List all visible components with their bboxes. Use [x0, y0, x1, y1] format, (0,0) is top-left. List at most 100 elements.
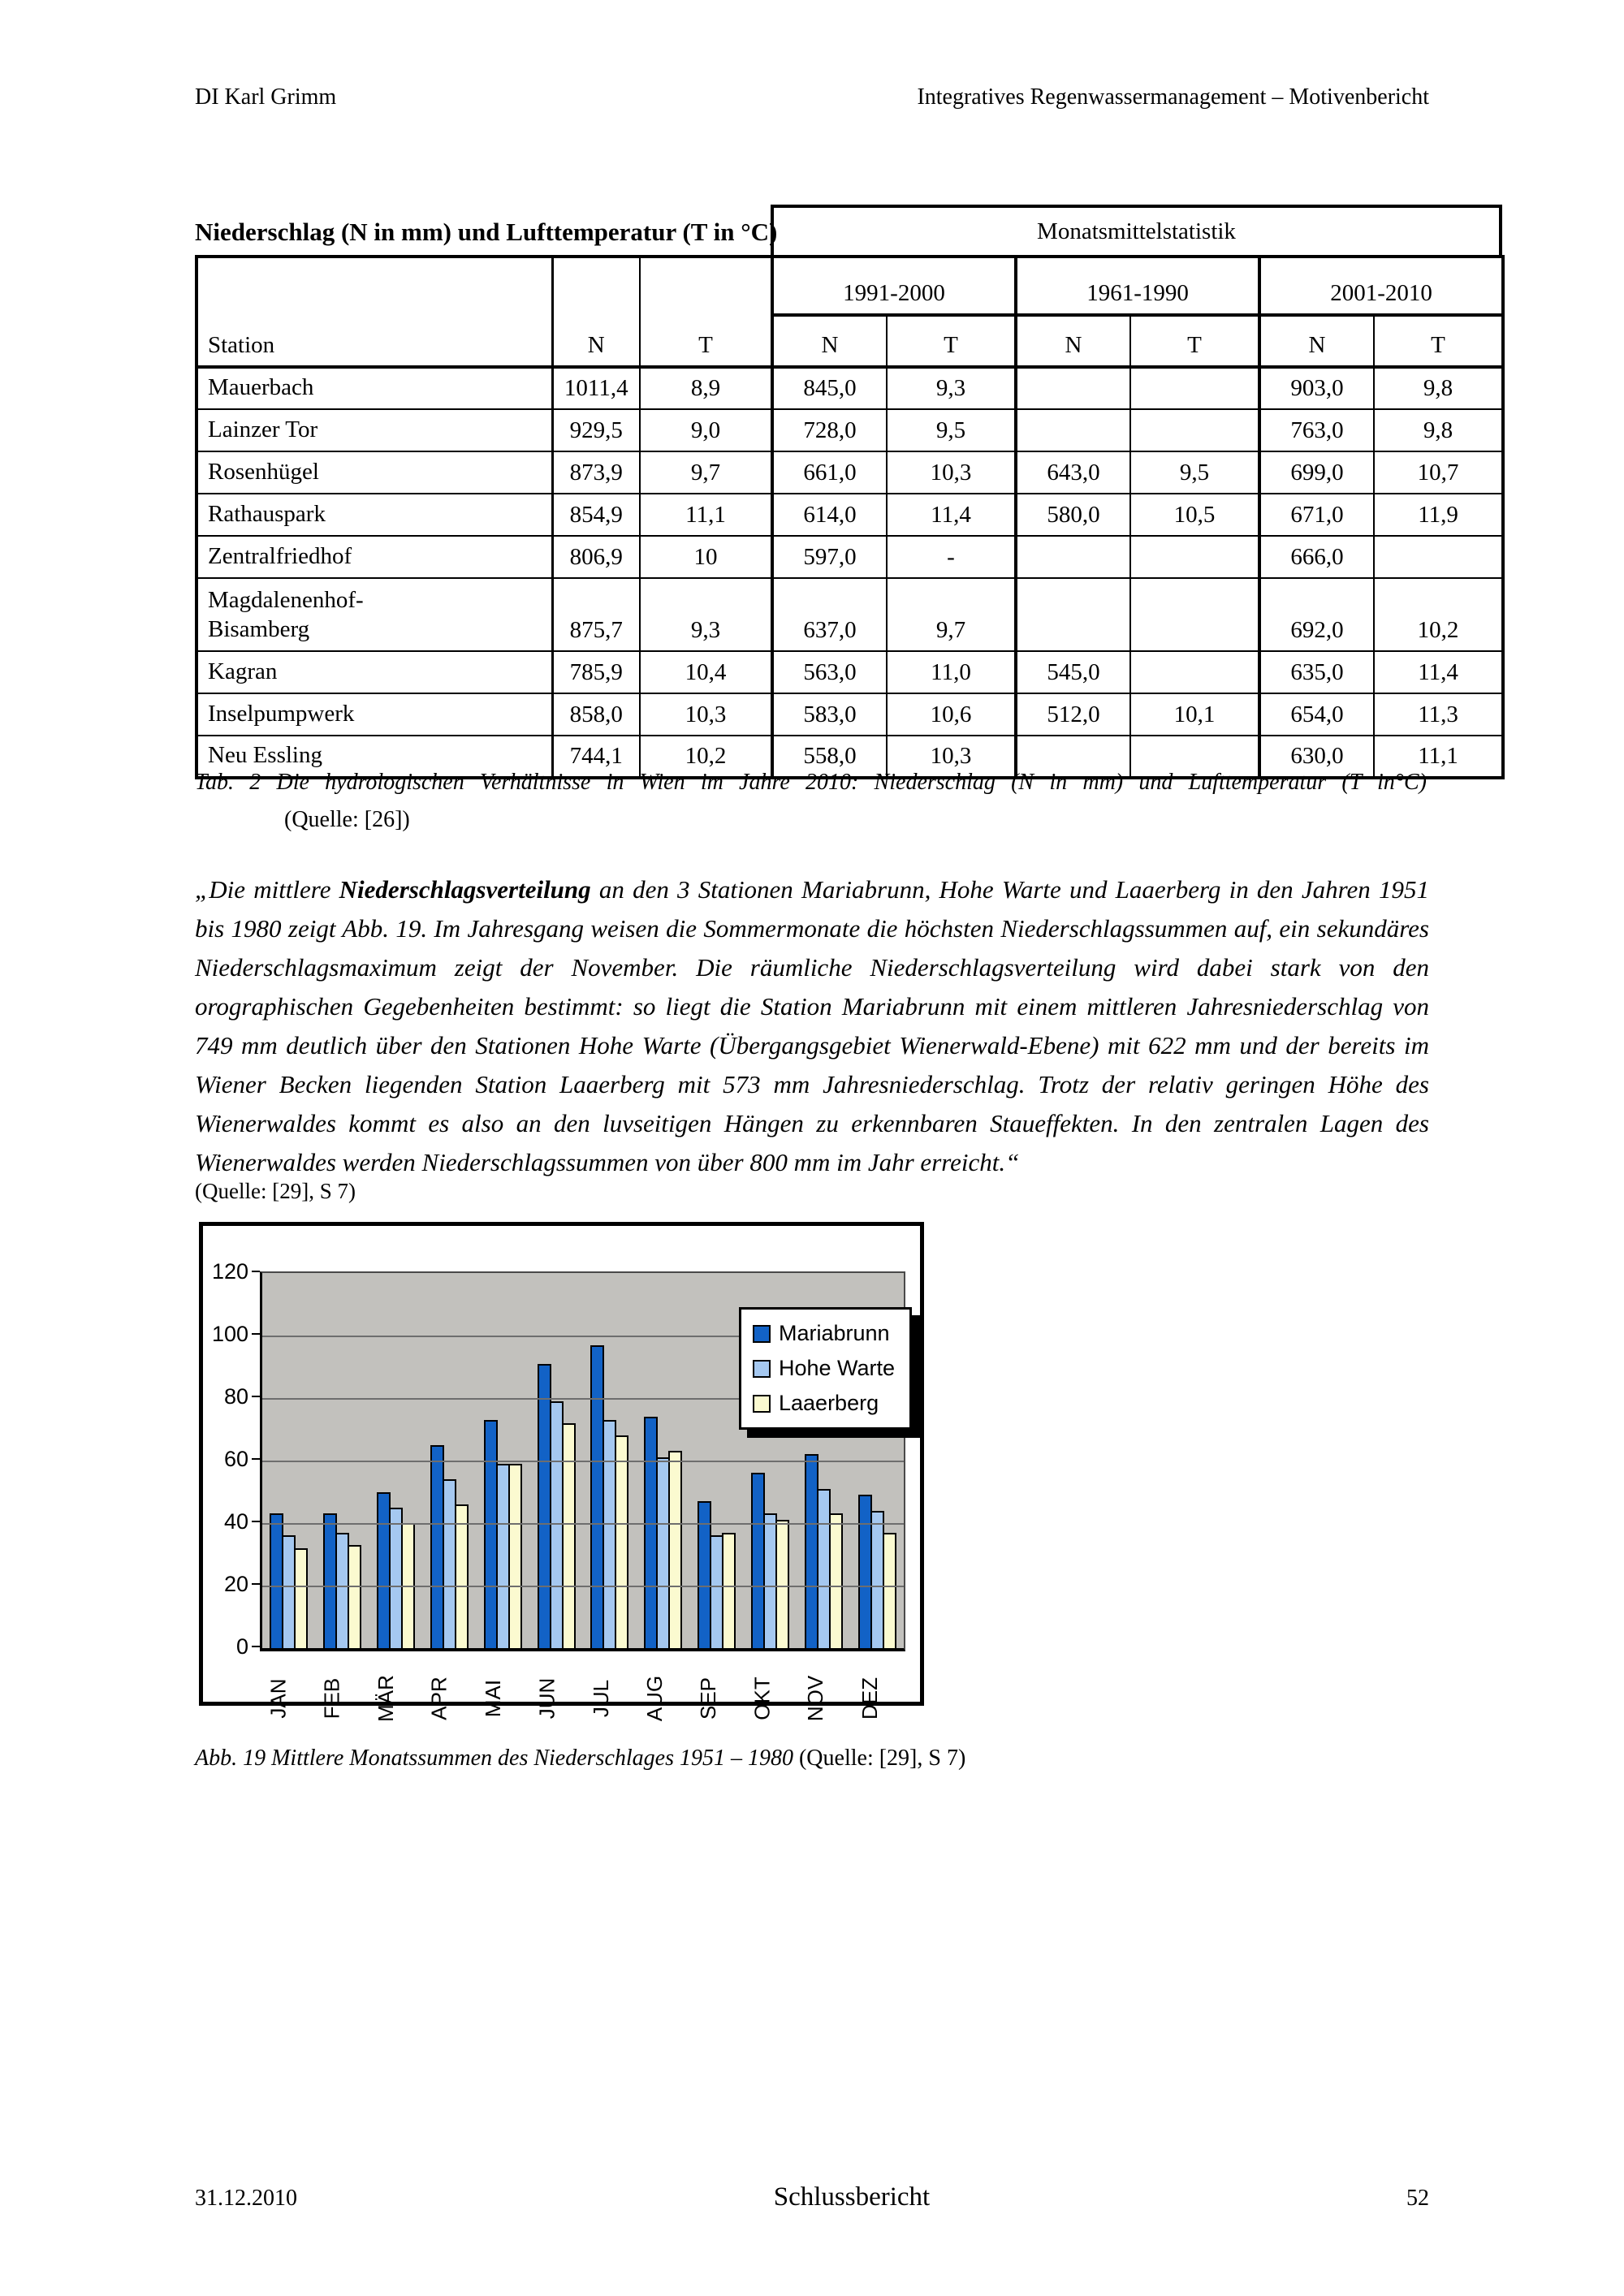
header-report-title: Integratives Regenwassermanagement – Mot… [917, 84, 1429, 110]
bar-group-APR [422, 1273, 476, 1648]
value-cell: 10,3 [885, 451, 1017, 494]
value-cell: 661,0 [771, 451, 888, 494]
legend-swatch [753, 1324, 771, 1343]
table-row: Lainzer Tor 929,5 9,0 728,0 9,5 763,0 9,8 [196, 408, 1505, 452]
bar-Laaerberg [668, 1451, 683, 1648]
x-axis-label: OKT [749, 1677, 775, 1720]
value-cell: 11,4 [885, 493, 1017, 537]
legend-entry: Laaerberg [753, 1391, 895, 1416]
value-cell: 9,3 [885, 366, 1017, 410]
value-cell: 9,8 [1373, 366, 1505, 410]
bar-Laaerberg [454, 1504, 469, 1648]
value-cell [1129, 366, 1261, 410]
value-cell: 858,0 [551, 693, 641, 736]
x-axis-label: SEP [696, 1677, 721, 1720]
value-cell: 9,8 [1373, 408, 1505, 452]
bar-group-JUL [583, 1273, 637, 1648]
value-cell: 9,3 [639, 577, 773, 652]
value-cell: 929,5 [551, 408, 641, 452]
value-cell: 9,0 [639, 408, 773, 452]
value-cell [1373, 535, 1505, 579]
value-cell: 785,9 [551, 650, 641, 694]
value-cell [1014, 577, 1132, 652]
legend-swatch [753, 1394, 771, 1413]
table-row: Magdalenenhof- Bisamberg 875,7 9,3 637,0 9,7… [196, 577, 1505, 652]
value-cell [1129, 408, 1261, 452]
subheader-t: T [1129, 314, 1261, 369]
value-cell: 545,0 [1014, 650, 1132, 694]
legend-label: Laaerberg [779, 1391, 879, 1415]
value-cell: 10,3 [639, 693, 773, 736]
x-axis-label: APR [426, 1677, 451, 1720]
station-cell: Kagran [196, 650, 554, 694]
figure-caption-source: (Quelle: [29], S 7) [798, 1746, 966, 1771]
value-cell: 9,5 [1129, 451, 1261, 494]
table-row: Zentralfriedhof 806,9 10 597,0- 666,0 [196, 535, 1505, 579]
y-axis-tick-label: 60 [223, 1447, 248, 1471]
gridline [262, 1397, 904, 1400]
y-axis-tick [252, 1458, 260, 1460]
group-header-1991-2000: 1991-2000 [770, 256, 1017, 317]
value-cell: 643,0 [1014, 451, 1132, 494]
page-footer: 31.12.2010 Schlussbericht 52 [195, 2182, 1429, 2212]
y-axis-tick [252, 1521, 260, 1522]
value-cell [1014, 535, 1132, 579]
table-top-header-spacer [195, 205, 771, 255]
value-cell: 9,5 [885, 408, 1017, 452]
value-cell: 11,1 [639, 493, 773, 537]
bar-Laaerberg [882, 1532, 896, 1648]
x-axis-label: MÄR [373, 1675, 398, 1722]
bar-Laaerberg [348, 1544, 362, 1648]
column-header-t: T [639, 256, 773, 369]
bar-Laaerberg [561, 1422, 576, 1648]
x-axis-label: NOV [803, 1675, 828, 1722]
value-cell: 671,0 [1258, 493, 1376, 537]
value-cell [1014, 735, 1132, 779]
data-table-block: Monatsmittelstatistik Station N T 1991-2… [195, 205, 1505, 779]
value-cell: 10,3 [885, 735, 1017, 779]
chart-legend: Mariabrunn Hohe Warte Laaerberg [739, 1307, 913, 1430]
gridline [262, 1586, 904, 1587]
table-row: Kagran 785,9 10,4 563,0 11,0 545,0 635,0 11,4 [196, 650, 1505, 694]
group-header-1961-1990: 1961-1990 [1014, 256, 1261, 317]
value-cell: 580,0 [1014, 493, 1132, 537]
station-cell: Rosenhügel [196, 451, 554, 494]
value-cell: 10,6 [885, 693, 1017, 736]
value-cell [1129, 735, 1261, 779]
value-cell: 806,9 [551, 535, 641, 579]
bar-group-JAN [262, 1273, 316, 1648]
value-cell: 11,4 [1373, 650, 1505, 694]
y-axis-tick-label: 100 [211, 1322, 248, 1346]
gridline [262, 1522, 904, 1525]
value-cell: 763,0 [1258, 408, 1376, 452]
bar-group-FEB [316, 1273, 369, 1648]
x-axis-label: JUL [588, 1679, 613, 1718]
value-cell: 9,7 [885, 577, 1017, 652]
y-axis-tick [252, 1583, 260, 1585]
paragraph-bold-term: Niederschlagsverteilung [339, 875, 591, 904]
section-title: Niederschlag (N in mm) und Lufttemperatu… [195, 218, 778, 246]
value-cell: 597,0 [771, 535, 888, 579]
station-cell: Neu Essling [196, 735, 554, 779]
value-cell: 666,0 [1258, 535, 1376, 579]
precipitation-temperature-table: Station N T 1991-2000 1961-1990 2001-201… [195, 255, 1505, 779]
page-header: DI Karl Grimm Integratives Regenwasserma… [195, 84, 1429, 110]
y-axis-tick-label: 80 [223, 1384, 248, 1409]
bar-Laaerberg [615, 1435, 629, 1648]
value-cell: 614,0 [771, 493, 888, 537]
y-axis-tick-label: 0 [235, 1634, 248, 1659]
station-cell: Inselpumpwerk [196, 693, 554, 736]
legend-label: Hohe Warte [779, 1356, 896, 1380]
value-cell: 10,5 [1129, 493, 1261, 537]
value-cell: 10,2 [1373, 577, 1505, 652]
value-cell: 1011,4 [551, 366, 641, 410]
legend-entry: Mariabrunn [753, 1321, 895, 1346]
value-cell: 10,1 [1129, 693, 1261, 736]
value-cell: 9,7 [639, 451, 773, 494]
station-cell: Lainzer Tor [196, 408, 554, 452]
value-cell [1129, 535, 1261, 579]
chart-bars [262, 1273, 904, 1648]
value-cell: 699,0 [1258, 451, 1376, 494]
legend-entry: Hohe Warte [753, 1356, 895, 1381]
y-axis-tick [252, 1333, 260, 1335]
